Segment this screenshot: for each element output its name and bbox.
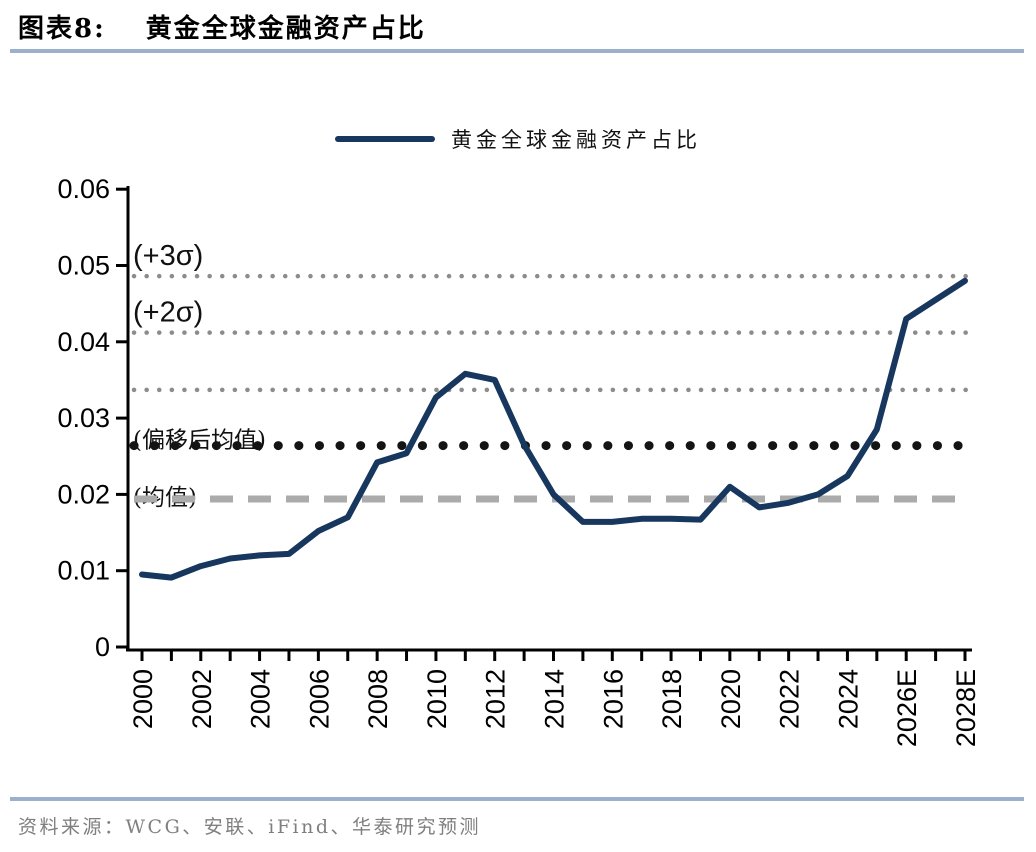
x-tick-label-9: 2018 (657, 669, 687, 729)
y-tick-label-2: 0.02 (57, 479, 110, 509)
y-tick-label-4: 0.04 (57, 327, 110, 357)
reference-line-label-0: (+3σ) (133, 240, 203, 272)
y-tick-label-0: 0 (95, 632, 110, 662)
chart-legend: 黄金全球金融资产占比 (0, 124, 1036, 154)
source-text: 资料来源：WCG、安联、iFind、华泰研究预测 (18, 816, 481, 838)
x-tick-label-7: 2014 (540, 669, 570, 729)
x-tick-label-10: 2020 (716, 669, 746, 729)
y-tick-label-1: 0.01 (57, 556, 110, 586)
x-tick-label-5: 2010 (422, 669, 452, 729)
y-tick-label-5: 0.05 (57, 251, 110, 281)
title-rule (10, 49, 1024, 53)
y-tick-label-3: 0.03 (57, 403, 110, 433)
figure-title: 黄金全球金融资产占比 (145, 14, 426, 44)
legend-label: 黄金全球金融资产占比 (451, 128, 701, 152)
legend-line-swatch (335, 136, 435, 142)
y-tick-label-6: 0.06 (57, 174, 110, 204)
x-tick-label-6: 2012 (481, 669, 511, 729)
x-tick-label-8: 2016 (598, 669, 628, 729)
x-tick-label-14: 2028E (951, 669, 981, 747)
x-tick-label-0: 2000 (128, 669, 158, 729)
x-tick-label-2: 2004 (246, 669, 276, 729)
x-tick-label-3: 2006 (304, 669, 334, 729)
x-tick-label-1: 2002 (187, 669, 217, 729)
x-tick-label-4: 2008 (363, 669, 393, 729)
figure-label: 图表8: (18, 14, 106, 44)
series-line-gold-share (139, 277, 968, 581)
reference-line-label-1: (+2σ) (133, 297, 203, 329)
footer-rule (10, 797, 1024, 801)
x-tick-label-13: 2026E (892, 669, 922, 747)
figure-title-row: 图表8: 黄金全球金融资产占比 (18, 8, 1026, 45)
figure-header: 图表8: 黄金全球金融资产占比 (18, 8, 1026, 45)
x-tick-label-12: 2024 (833, 669, 863, 729)
x-tick-label-11: 2022 (775, 669, 805, 729)
line-chart: (+3σ)(+2σ)(偏移后均值)(均值)00.010.020.030.040.… (57, 174, 981, 747)
